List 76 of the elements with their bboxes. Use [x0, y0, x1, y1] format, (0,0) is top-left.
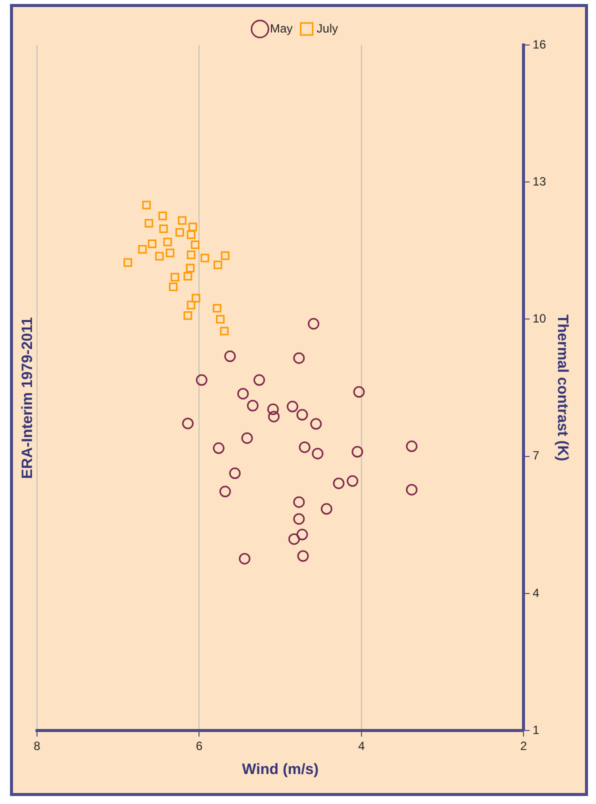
x-tick-label: 2 [520, 739, 528, 754]
point [219, 486, 231, 498]
point [178, 216, 186, 225]
point [148, 240, 156, 248]
y-tick-label: 7 [532, 448, 540, 463]
legend-label: May [270, 21, 293, 36]
point [332, 478, 344, 490]
point [293, 496, 305, 508]
point [293, 352, 305, 364]
point [308, 318, 320, 330]
point [166, 248, 174, 258]
point [158, 212, 168, 220]
y-tick-label: 4 [532, 586, 540, 600]
point [312, 448, 324, 460]
point [155, 252, 164, 260]
x-tick-label: 4 [358, 739, 366, 754]
point [175, 228, 184, 237]
y-tick-label: 13 [532, 174, 546, 188]
point [352, 446, 364, 458]
point [186, 230, 196, 239]
point [200, 254, 210, 262]
point [406, 484, 418, 496]
point [288, 533, 300, 545]
point [144, 218, 154, 228]
point [184, 311, 192, 320]
point [186, 300, 196, 310]
point [241, 432, 253, 444]
y-tick-label: 1 [532, 722, 540, 737]
point [229, 468, 241, 480]
point [163, 238, 172, 246]
point [170, 272, 180, 282]
point [159, 224, 168, 234]
point [268, 410, 280, 422]
y-axis-title: Thermal contrast (K) [554, 314, 571, 462]
point [310, 418, 322, 430]
point [297, 550, 309, 562]
point [406, 440, 418, 452]
point [296, 528, 308, 540]
point [212, 304, 222, 313]
point [220, 251, 230, 260]
x-tick-label: 6 [196, 739, 203, 754]
y-tick-label: 16 [532, 37, 546, 52]
point [196, 374, 208, 386]
point [124, 258, 132, 267]
point [296, 409, 308, 421]
point [238, 552, 250, 564]
point [212, 442, 224, 454]
point [190, 240, 200, 250]
point [286, 400, 298, 412]
point [142, 200, 151, 210]
point [184, 272, 192, 281]
point [138, 245, 147, 254]
point [253, 374, 265, 386]
point [168, 282, 178, 292]
point [188, 222, 198, 232]
x-tick-label: 8 [34, 739, 41, 754]
legend-label: July [316, 21, 338, 36]
point [224, 350, 236, 362]
point [192, 294, 200, 302]
point [247, 400, 258, 412]
point [220, 326, 229, 336]
point [298, 441, 310, 453]
point [182, 418, 194, 430]
point [293, 513, 305, 525]
point [237, 388, 249, 400]
point [320, 503, 332, 515]
point [346, 475, 358, 487]
y-tick-label: 10 [532, 312, 546, 326]
point [216, 314, 225, 324]
point [353, 386, 365, 398]
point [214, 260, 222, 270]
point [267, 404, 279, 416]
text: ERA-Interim 1979-2011 [19, 317, 36, 479]
x-axis-title: Wind (m/s) [242, 761, 319, 778]
point [186, 250, 196, 260]
point [186, 264, 195, 272]
